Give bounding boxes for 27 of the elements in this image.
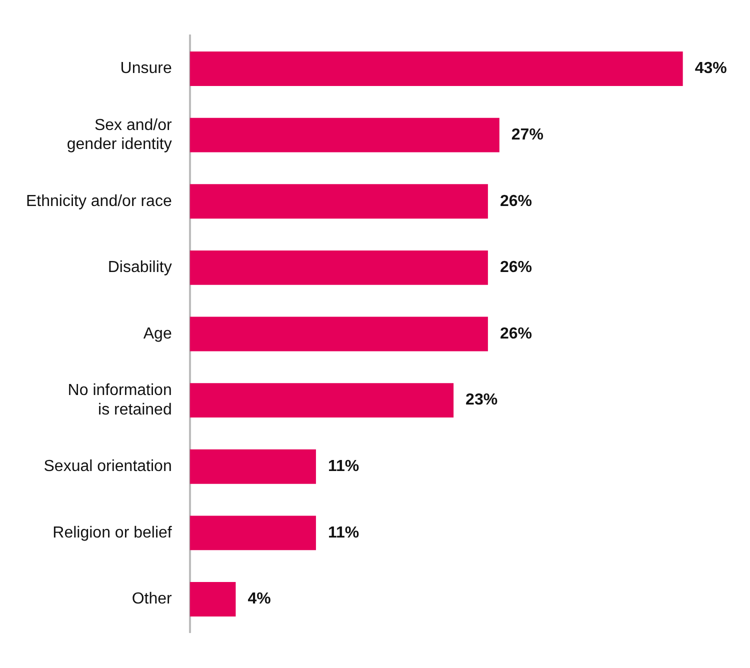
y-tick-label: Unsure xyxy=(120,60,172,78)
y-tick-label: Ethnicity and/or race xyxy=(26,192,172,210)
y-tick-label: Religion or belief xyxy=(52,524,172,542)
y-tick-label: Sex and/or gender identity xyxy=(66,116,173,154)
y-tick-label: Age xyxy=(143,325,172,342)
data-label: 23% xyxy=(466,392,498,409)
y-tick-label: Sexual orientation xyxy=(44,458,172,476)
data-label: 11% xyxy=(328,458,360,476)
y-tick-label: Disability xyxy=(108,259,172,276)
bar xyxy=(190,184,488,219)
data-label: 27% xyxy=(511,126,544,144)
bar xyxy=(190,383,454,418)
bar xyxy=(190,516,316,550)
y-tick-label: Other xyxy=(132,590,173,608)
data-label: 11% xyxy=(328,524,360,542)
data-label: 26% xyxy=(500,259,532,276)
bar xyxy=(190,582,236,616)
bar xyxy=(190,52,683,86)
data-label: 26% xyxy=(500,325,532,342)
data-label: 43% xyxy=(694,60,727,78)
data-label: 26% xyxy=(500,192,532,210)
bar xyxy=(190,316,488,352)
bar xyxy=(190,449,316,484)
bar xyxy=(190,118,500,152)
y-tick-label: No information is retained xyxy=(68,382,172,418)
data-label: 4% xyxy=(248,590,271,608)
bar xyxy=(190,250,488,285)
